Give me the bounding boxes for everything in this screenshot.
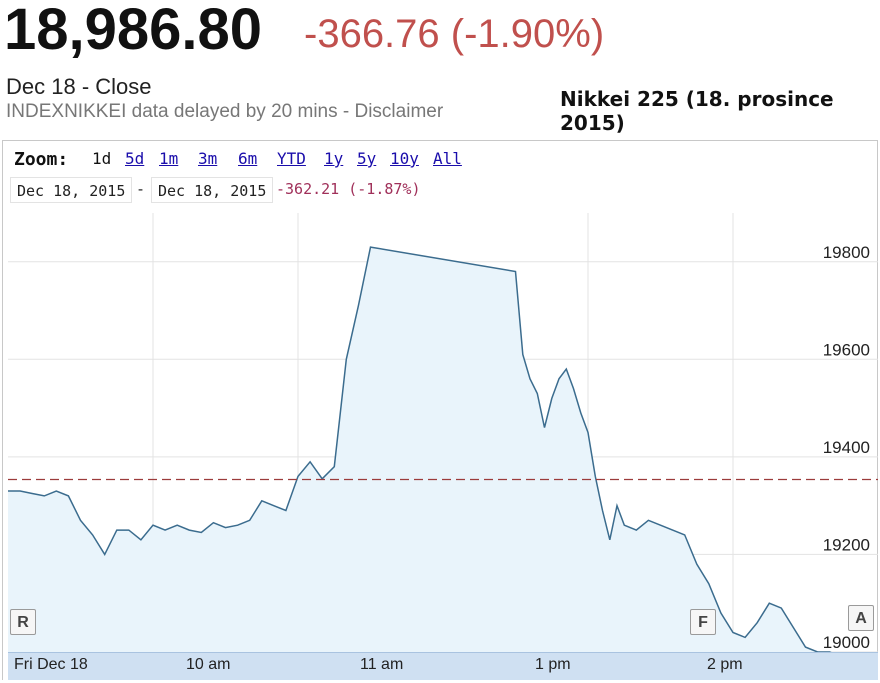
- zoom-6m[interactable]: 6m: [238, 149, 258, 168]
- zoom-3m[interactable]: 3m: [198, 149, 218, 168]
- zoom-1m[interactable]: 1m: [159, 149, 179, 168]
- data-delay-notice[interactable]: INDEXNIKKEI data delayed by 20 mins - Di…: [6, 101, 444, 122]
- y-tick-label: 19800: [823, 243, 870, 262]
- zoom-1d[interactable]: 1d: [92, 149, 112, 168]
- x-tick-label: Fri Dec 18: [14, 656, 88, 673]
- close-date-label: Dec 18 - Close: [6, 74, 152, 99]
- range-start-field[interactable]: Dec 18, 2015: [10, 177, 133, 203]
- nav-button-r[interactable]: R: [10, 609, 36, 635]
- y-axis-labels: 19000 19200 19400 19600 19800: [823, 243, 870, 652]
- x-tick-label: 11 am: [360, 656, 404, 673]
- zoom-5d[interactable]: 5d: [125, 149, 145, 168]
- price-line: [8, 246, 878, 661]
- range-end-field[interactable]: Dec 18, 2015: [151, 177, 274, 203]
- nav-button-a[interactable]: A: [848, 605, 874, 631]
- price-area: [8, 247, 878, 660]
- chart-caption: Nikkei 225 (18. prosince 2015): [560, 87, 834, 135]
- zoom-ytd[interactable]: YTD: [277, 149, 306, 168]
- zoom-1y[interactable]: 1y: [324, 149, 344, 168]
- range-separator: -: [136, 180, 146, 198]
- y-tick-label: 19000: [823, 633, 870, 652]
- zoom-all[interactable]: All: [433, 149, 462, 168]
- y-tick-label: 19400: [823, 438, 870, 457]
- nav-button-f[interactable]: F: [690, 609, 716, 635]
- zoom-5y[interactable]: 5y: [357, 149, 377, 168]
- y-tick-label: 19200: [823, 535, 870, 554]
- y-tick-label: 19600: [823, 340, 870, 359]
- zoom-label: Zoom:: [14, 149, 69, 170]
- price-change: -366.76 (-1.90%): [304, 12, 605, 56]
- x-tick-label: 2 pm: [707, 656, 743, 673]
- time-axis-bar: [8, 652, 878, 680]
- x-tick-label: 10 am: [186, 656, 231, 673]
- current-price: 18,986.80: [4, 0, 263, 62]
- range-change: -362.21 (-1.87%): [276, 180, 421, 198]
- zoom-10y[interactable]: 10y: [390, 149, 419, 168]
- x-tick-label: 1 pm: [535, 656, 571, 673]
